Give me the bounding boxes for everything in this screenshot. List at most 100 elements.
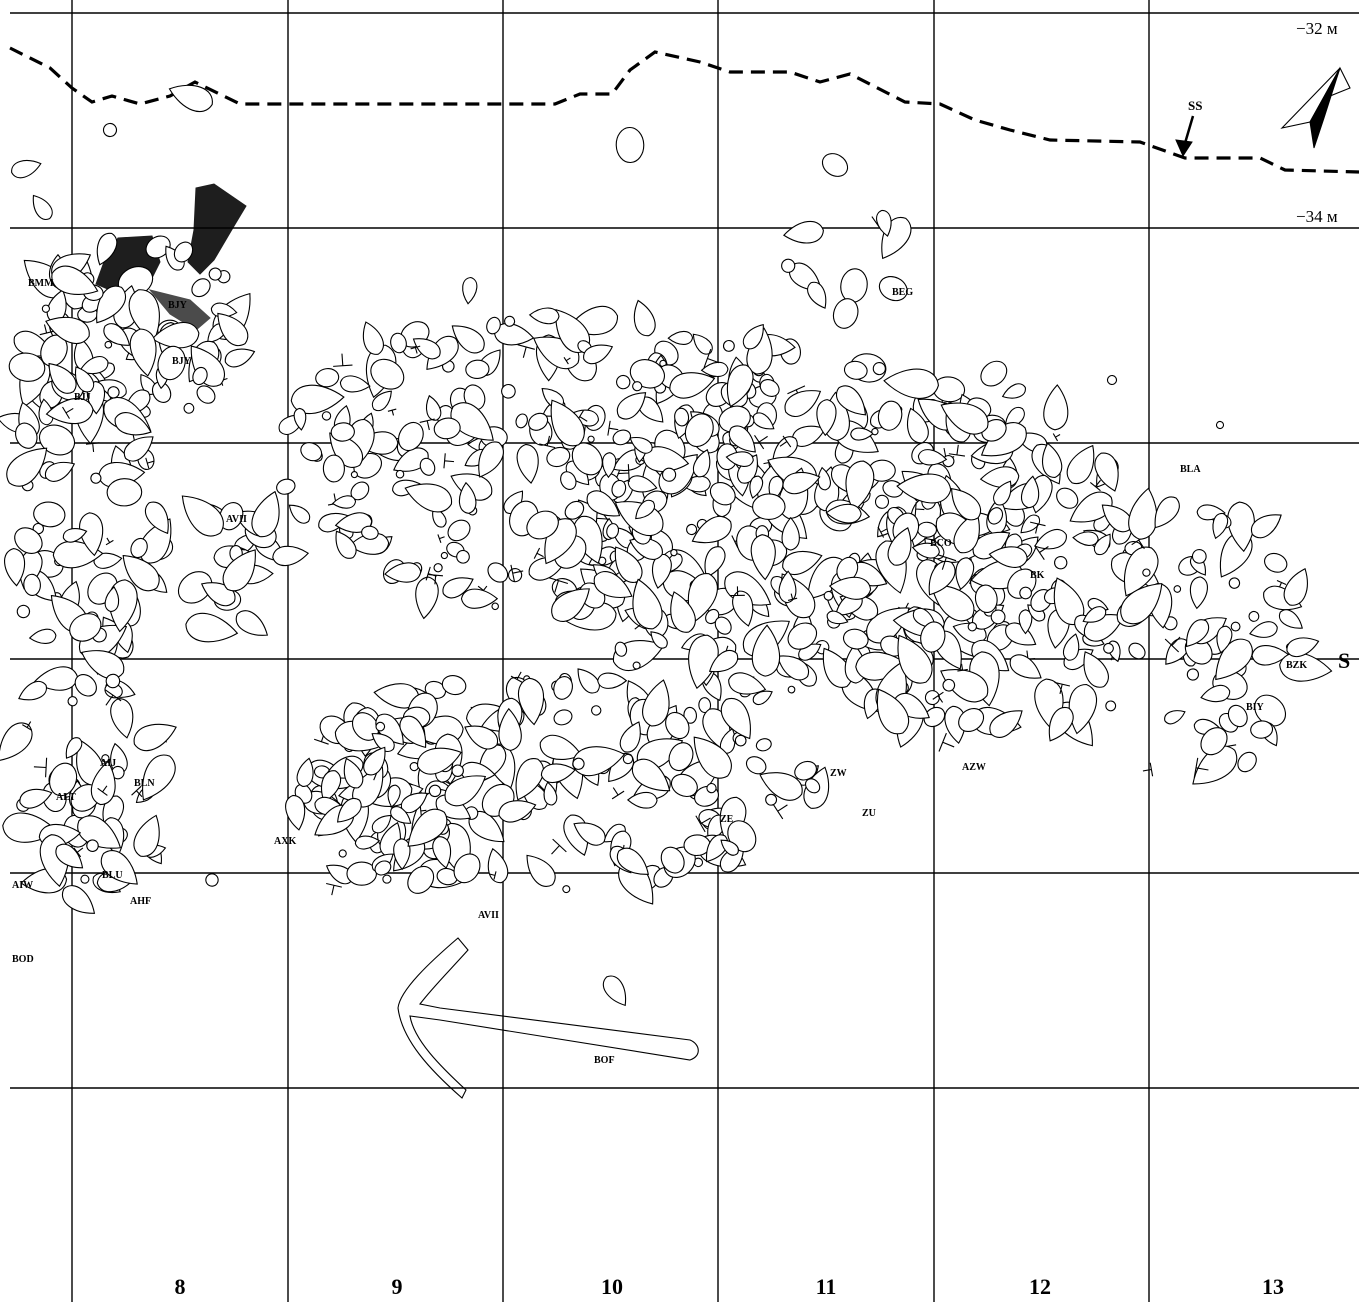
amphora-fragment (726, 364, 754, 408)
column-label: 9 (392, 1274, 403, 1299)
amphora-fragment (4, 548, 26, 587)
amphora-fragment (428, 784, 442, 798)
amphora-fragment (752, 690, 773, 705)
amphora-fragment (877, 526, 888, 538)
amphora-fragment (878, 276, 908, 302)
amphora-fragment (897, 634, 933, 684)
amphora-fragment (18, 680, 47, 701)
amphora-fragment (33, 757, 48, 778)
amphora-fragment (668, 742, 694, 772)
amphora-fragment (669, 372, 716, 399)
amphora-fragment (433, 563, 443, 573)
amphora-fragment (932, 691, 944, 703)
sector-label: BIY (1246, 702, 1265, 713)
amphora-fragment (548, 577, 569, 593)
amphora-fragment (300, 442, 323, 462)
amphora-fragment (387, 784, 401, 808)
amphora-fragment (129, 328, 157, 377)
amphora-fragment (882, 480, 904, 498)
amphora-fragment (1200, 727, 1228, 756)
amphora-fragment (776, 655, 810, 681)
amphora-fragment (1069, 491, 1113, 523)
column-label: 11 (816, 1274, 837, 1299)
amphora-fragment (632, 661, 641, 670)
amphora-fragment (1052, 433, 1061, 442)
amphora-fragment (787, 685, 796, 694)
amphora-fragment (437, 534, 445, 543)
amphora-fragment (948, 444, 966, 457)
amphora-fragment (781, 516, 800, 551)
sector-label: AIW (12, 880, 33, 891)
amphora-fragment (41, 304, 51, 313)
amphora-fragment (395, 469, 405, 479)
amphora-fragment (426, 394, 442, 421)
amphora-fragment (350, 471, 358, 479)
amphora-fragment (285, 794, 306, 831)
amphora-fragment (39, 324, 54, 336)
amphora-fragment (453, 853, 481, 884)
amphora-fragment (940, 402, 989, 435)
amphora-fragment (876, 688, 910, 735)
amphora-fragment (687, 573, 718, 624)
amphora-fragment (387, 408, 397, 416)
amphora-fragment (337, 797, 362, 823)
amphora-fragment (456, 549, 470, 564)
amphora-fragment (290, 384, 345, 415)
amphora-fragment (832, 298, 859, 329)
amphora-fragment (686, 523, 698, 536)
amphora-fragment (533, 547, 544, 559)
amphora-fragment (1034, 545, 1049, 560)
amphora-fragment (651, 553, 672, 589)
amphora-fragment (632, 578, 663, 630)
amphora-fragment (517, 677, 545, 726)
amphora-fragment (980, 360, 1008, 387)
amphora-fragment (28, 628, 57, 644)
amphora-fragment (708, 649, 739, 673)
amphora-fragment (131, 785, 143, 798)
amphora-fragment (750, 534, 776, 581)
amphora-fragment (874, 494, 890, 509)
amphora-fragment (787, 593, 798, 601)
amphora-fragment (1072, 531, 1099, 546)
amphora-fragment (22, 721, 33, 731)
amphora-fragment (670, 773, 698, 798)
amphora-fragment (728, 425, 756, 453)
amphora-fragment (343, 757, 364, 789)
amphora-fragment (759, 379, 780, 397)
amphora-fragment (629, 359, 665, 389)
amphora-fragment (725, 451, 754, 467)
amphora-fragment (967, 621, 978, 632)
amphora-fragment (382, 874, 392, 884)
amphora-fragment (145, 235, 171, 259)
amphora-fragment (914, 502, 925, 516)
amphora-fragment (928, 560, 956, 596)
amphora-fragment (560, 471, 577, 490)
amphora-fragment (602, 452, 617, 479)
sector-label: BZK (1286, 660, 1307, 671)
amphora-fragment (1009, 654, 1042, 679)
amphora-fragment (871, 427, 879, 436)
amphora-fragment (133, 814, 160, 857)
amphora-fragment (1018, 609, 1033, 635)
amphora-fragment (173, 241, 194, 263)
amphora-fragment (1154, 496, 1180, 529)
sector-label: BLN (134, 778, 155, 789)
amphora-fragment (563, 357, 571, 365)
amphora-fragment (443, 453, 455, 469)
amphora-fragment (407, 808, 448, 847)
amphora-fragment (517, 344, 535, 358)
amphora-fragment (732, 590, 754, 627)
amphora-fragment (942, 678, 956, 692)
amphora-fragment (103, 323, 131, 346)
column-label: 10 (601, 1274, 623, 1299)
amphora-fragment (191, 278, 211, 298)
amphora-fragment (65, 737, 83, 759)
amphora-fragment (787, 622, 818, 650)
amphora-fragment (1230, 621, 1241, 632)
amphora-fragment (593, 571, 633, 598)
amphora-fragment (754, 434, 768, 450)
amphora-fragment (417, 747, 462, 775)
sector-label: BMM (28, 278, 54, 289)
column-labels: 8 9 10 11 12 13 (175, 1274, 1285, 1299)
amphora-fragment (631, 758, 671, 792)
